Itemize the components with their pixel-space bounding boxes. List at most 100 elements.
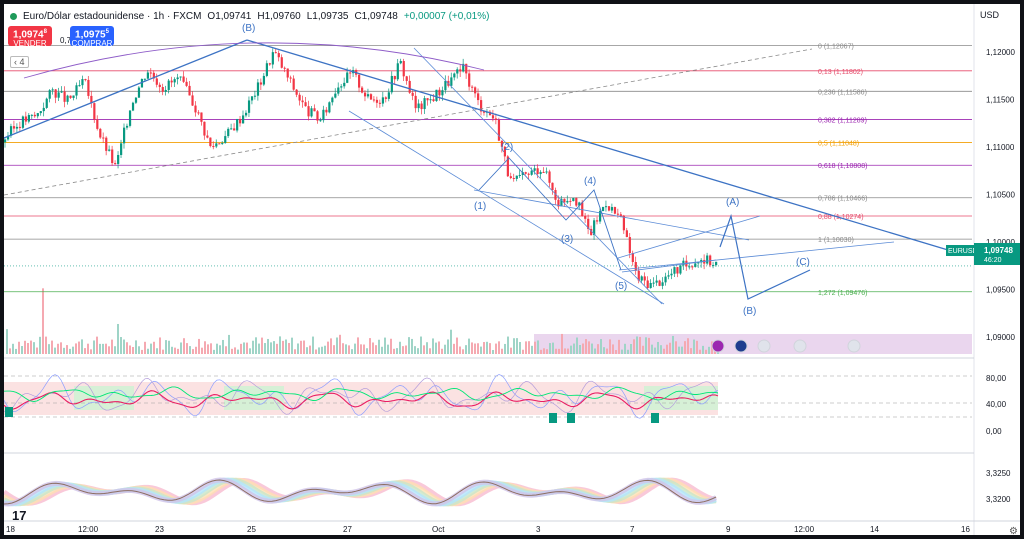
fib-level-label: 0 (1,12067) [818,44,854,51]
candle-body [105,137,108,151]
economic-event-icon[interactable] [793,339,807,353]
candle-body [554,190,557,200]
candle-body [503,146,506,157]
volume-bar [642,345,644,354]
volume-bar [471,342,473,354]
candle-body [45,98,48,108]
economic-event-icon[interactable] [757,339,771,353]
price-tick-label: 1,11500 [986,96,1015,105]
volume-bar [105,343,107,354]
wave-label: (B) [743,306,756,317]
volume-bar [237,349,239,354]
fib-level-label: 1,272 (1,09476) [818,290,867,297]
volume-bar [120,337,122,354]
collapse-toggle[interactable]: ‹ 4 [10,56,29,68]
settings-gear-icon[interactable]: ⚙ [1009,526,1018,537]
ribbon-line [4,479,717,505]
candle-body [593,220,596,235]
candle-body [146,72,149,79]
buy-button[interactable]: 1,09755 COMPRAR [70,26,114,48]
volume-bar [285,339,287,354]
volume-bar [219,345,221,354]
sell-button[interactable]: 1,09748 VENDER [8,26,52,48]
candle-body [78,85,81,87]
candle-body [474,87,477,94]
volume-bar [501,348,503,354]
candle-body [6,135,10,140]
volume-bar [195,346,197,354]
candle-body [640,276,643,281]
time-tick-label: 25 [247,525,256,534]
volume-bar [6,329,8,354]
price-badge-symbol: EURUSD [948,248,978,255]
candle-body [298,94,301,101]
signal-marker[interactable] [651,413,659,423]
candle-body [578,202,581,206]
volume-bar [480,346,482,354]
volume-bar [624,343,626,354]
volume-bar [336,337,338,354]
economic-event-icon[interactable] [711,339,725,353]
volume-bar [234,347,236,354]
volume-bar [648,337,650,354]
volume-bar [198,338,200,354]
price-axis-panel[interactable] [974,4,1020,535]
wedge-inner-upper [617,215,761,259]
chart-svg[interactable]: 1,12000 1,11500 1,11000 1,10500 1,10000 1,095… [4,4,1020,535]
candle-body [438,89,441,96]
fib-level-label: 0,382 (1,11289) [818,118,867,125]
candle-body [465,63,468,74]
volume-bar [159,337,161,354]
fib-level-label: 0,13 (1,11802) [818,69,863,76]
chart-area[interactable]: 1,12000 1,11500 1,11000 1,10500 1,10000 1,095… [4,4,1020,537]
volume-bar [153,341,155,354]
candle-body [188,85,191,96]
signal-marker[interactable] [5,407,13,417]
signal-marker[interactable] [549,413,557,423]
volume-bar [549,343,551,354]
candle-body [69,95,72,98]
volume-bar [498,341,500,354]
signal-marker[interactable] [567,413,575,423]
candle-body [560,198,563,207]
candle-body [542,171,545,173]
candle-body [432,99,435,102]
candle-body [337,87,340,94]
volume-bar [93,340,95,354]
candle-body [30,114,33,116]
candle-body [268,63,271,65]
candle-body [328,102,331,113]
price-tick-label: 1,11000 [986,143,1015,152]
candle-body [185,81,188,86]
candle-body [694,263,697,267]
candle-body [75,85,78,96]
volume-bar [411,338,413,354]
candle-body [42,107,45,112]
economic-event-icon[interactable] [847,339,861,353]
volume-bar [102,343,104,354]
volume-bar [12,343,14,354]
currency-label[interactable]: USD [980,10,1000,20]
volume-bar [363,344,365,354]
candle-body [120,143,123,155]
volume-bar [708,346,710,354]
volume-bar [21,346,23,354]
volume-bar [492,349,494,354]
candle-body [387,92,390,99]
volume-bar [354,343,356,354]
time-tick-label: 7 [630,525,635,534]
candle-body [700,259,703,263]
candle-body [572,197,575,202]
candle-body [613,207,617,214]
economic-event-icon[interactable] [734,339,748,353]
volume-bar [384,337,386,354]
volume-bar [345,344,347,354]
candle-body [81,79,84,86]
rsi-signal-line [4,386,719,402]
candle-body [24,116,28,122]
volume-bar [258,343,260,354]
volume-bar [618,339,620,354]
volume-bar [585,339,587,354]
volume-bar [156,348,158,354]
symbol-title[interactable]: Euro/Dólar estadounidense · 1h · FXCM [23,11,202,22]
